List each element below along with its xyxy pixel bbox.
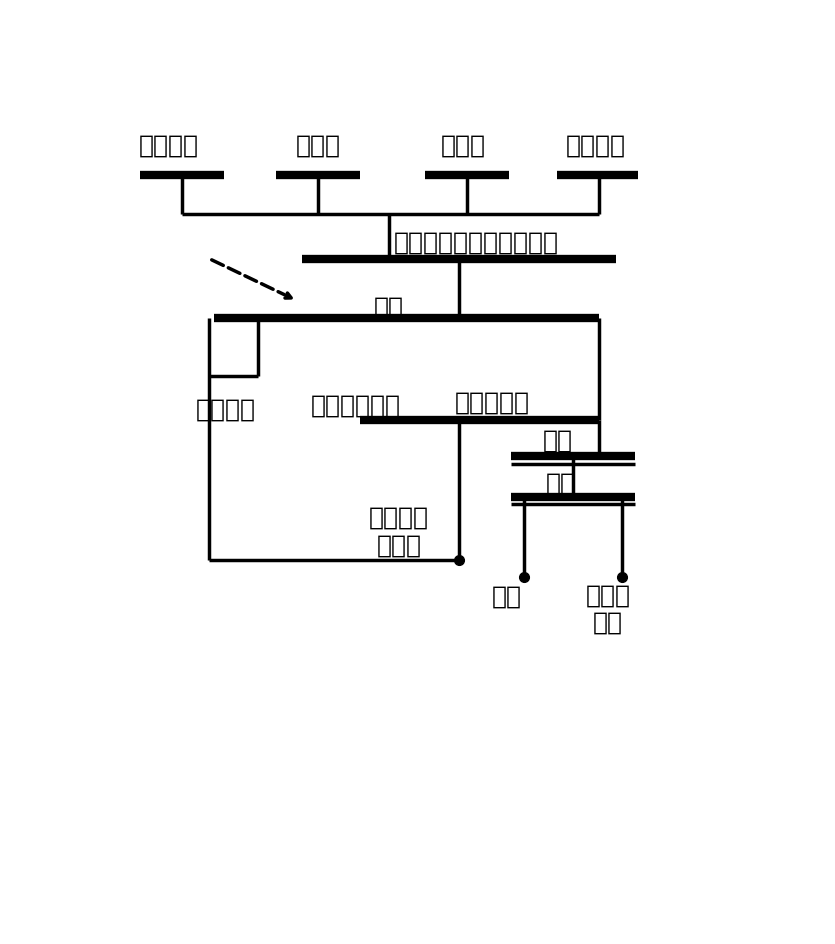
Text: 涡电流分选: 涡电流分选	[455, 391, 530, 414]
Text: 碳化钛
颗粒: 碳化钛 颗粒	[585, 583, 630, 635]
Text: 钛块: 钛块	[492, 584, 522, 609]
Text: 碳化钛: 碳化钛	[296, 134, 341, 158]
Text: 金属钛块: 金属钛块	[139, 134, 199, 158]
Text: 筛分: 筛分	[546, 472, 576, 496]
Text: 熔盐（氯化钠或氯化钙）: 熔盐（氯化钠或氯化钙）	[394, 230, 559, 255]
Text: 炉渣、碳化钛: 炉渣、碳化钛	[311, 394, 401, 417]
Text: 过滤: 过滤	[374, 296, 404, 320]
Text: 固体炭: 固体炭	[441, 134, 486, 158]
Text: 液态熔盐: 液态熔盐	[196, 397, 256, 422]
Text: 二氯化钛: 二氯化钛	[566, 134, 626, 158]
Text: 固态盐、
固体炭: 固态盐、 固体炭	[369, 505, 429, 557]
Text: 水洗: 水洗	[543, 429, 572, 452]
